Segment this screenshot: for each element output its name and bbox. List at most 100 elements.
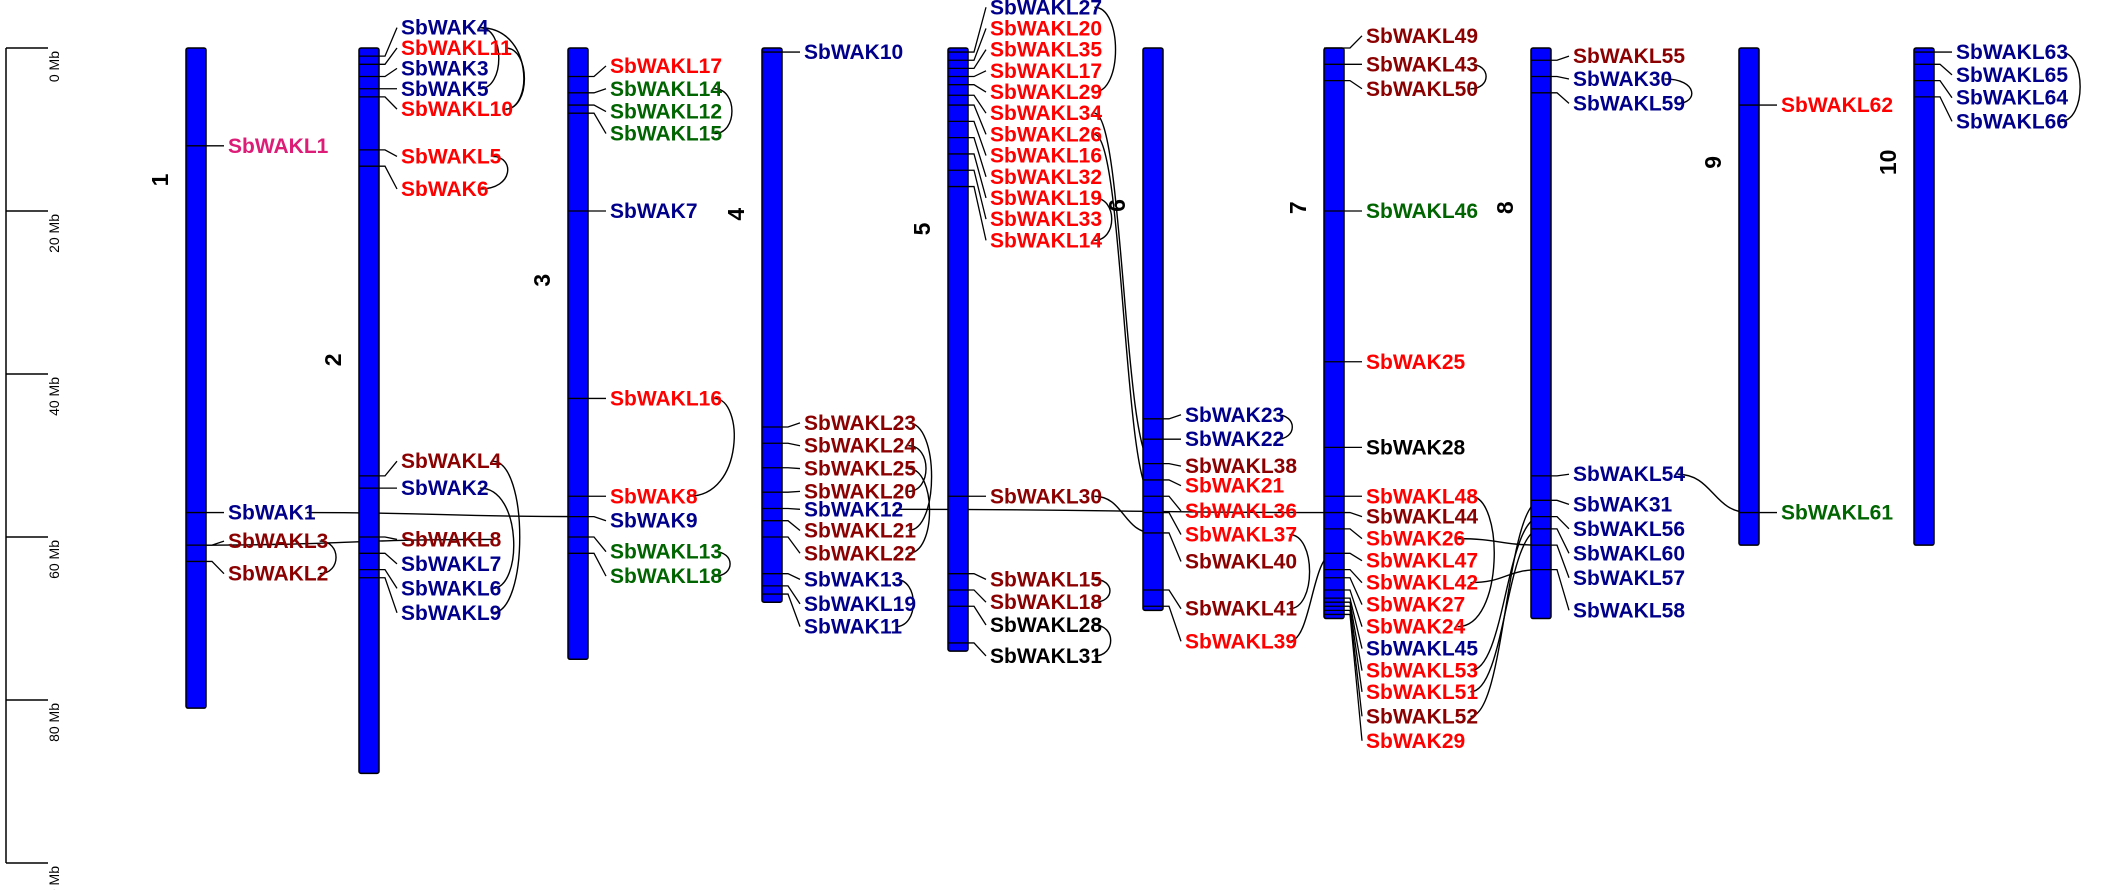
gene-marker [948,84,987,93]
gene-label-sbwakl38: SbWAKL38 [1185,455,1297,478]
gene-marker [948,589,987,603]
gene-marker [1324,35,1363,49]
gene-label-sbwakl6: SbWAKL6 [401,577,501,600]
gene-label-sbwak6: SbWAK6 [401,178,489,201]
axis-tick-label: 60 Mb [46,540,62,579]
gene-label-sbwak25: SbWAK25 [1366,351,1466,374]
chromosome-7 [1323,47,1345,620]
gene-label-sbwakl16: SbWAKL16 [990,145,1102,168]
gene-marker [359,552,398,565]
duplication-link [714,88,733,135]
duplication-link [895,508,1335,514]
axis-tick-label: 0 Mb [46,51,62,82]
gene-label-sbwak13: SbWAK13 [804,568,903,591]
gene-marker [1143,532,1182,562]
gene-label-sbwakl51: SbWAKL51 [1366,681,1478,704]
gene-label-sbwakl39: SbWAKL39 [1185,630,1297,653]
chromosome-label-8: 8 [1492,201,1518,214]
gene-marker [762,507,801,510]
gene-label-sbwakl33: SbWAKL33 [990,208,1102,231]
gene-marker [359,460,398,477]
gene-label-sbwakl8: SbWAKL8 [401,528,502,551]
gene-marker [1914,96,1953,122]
gene-marker [359,149,398,157]
gene-label-sbwak3: SbWAK3 [401,57,489,80]
duplication-link [895,578,915,628]
chromosome-6 [1142,47,1164,612]
gene-marker [1143,605,1182,642]
chromosome-8 [1530,47,1552,620]
gene-label-sbwak23: SbWAK23 [1185,404,1284,427]
chromosome-label-6: 6 [1104,199,1130,212]
gene-marker [568,536,607,553]
duplication-link [908,445,927,493]
gene-label-sbwakl41: SbWAKL41 [1185,598,1297,621]
gene-marker [1324,605,1363,692]
gene-label-sbwak22: SbWAK22 [1185,428,1284,451]
gene-marker [1324,609,1363,717]
chromosome-3 [567,47,589,660]
gene-marker [1324,511,1363,518]
gene-label-sbwak7: SbWAK7 [610,200,698,223]
gene-marker [1531,55,1570,61]
chromosome-label-9: 9 [1700,156,1726,169]
gene-marker [359,47,398,65]
gene-label-sbwakl25: SbWAKL25 [804,458,916,481]
gene-label-sbwakl36: SbWAKL36 [1185,500,1297,523]
gene-marker [1531,544,1570,578]
gene-label-sbwakl45: SbWAKL45 [1366,638,1478,661]
gene-label-sbwakl20: SbWAKL20 [990,17,1102,40]
gene-marker [948,94,987,114]
gene-label-sbwakl3: SbWAKL3 [228,530,328,553]
gene-label-sbwak2: SbWAK2 [401,477,489,500]
gene-label-sbwak4: SbWAK4 [401,17,489,40]
gene-marker [359,27,398,57]
gene-marker [948,642,987,657]
gene-label-sbwakl47: SbWAKL47 [1366,550,1478,573]
gene-label-sbwak31: SbWAK31 [1573,493,1673,516]
duplication-link [908,467,931,554]
gene-label-sbwakl13: SbWAKL13 [610,541,722,564]
chromosome-9 [1738,47,1760,546]
duplication-link [479,487,515,590]
gene-marker [1143,495,1182,512]
duplication-link [1470,499,1542,717]
gene-label-sbwakl40: SbWAKL40 [1185,550,1297,573]
gene-marker [762,467,801,470]
duplication-link [1457,537,1542,546]
gene-label-sbwakl48: SbWAKL48 [1366,485,1478,508]
gene-label-sbwakl11: SbWAKL11 [401,37,512,60]
gene-label-sbwakl17: SbWAKL17 [610,55,722,78]
gene-marker [1914,63,1953,76]
chromosome-label-3: 3 [529,274,555,287]
gene-label-sbwakl19: SbWAKL19 [804,593,916,616]
gene-label-sbwakl63: SbWAKL63 [1956,41,2068,64]
gene-label-sbwakl50: SbWAKL50 [1366,78,1478,101]
gene-marker [948,573,987,580]
gene-label-sbwakl49: SbWAKL49 [1366,25,1478,48]
gene-marker [948,169,987,220]
gene-label-sbwakl1: SbWAKL1 [228,135,329,158]
gene-label-sbwakl52: SbWAKL52 [1366,705,1478,728]
gene-marker [948,153,987,199]
gene-label-sbwakl12: SbWAKL12 [610,101,722,124]
gene-marker [762,520,801,531]
chromosome-10 [1913,47,1935,546]
axis-tick-label: 100 Mb [46,866,62,890]
gene-label-sbwakl65: SbWAKL65 [1956,64,2068,87]
gene-label-sbwak28: SbWAK28 [1366,436,1466,459]
gene-label-sbwak11: SbWAK11 [804,616,902,639]
chromosome-5 [947,47,969,652]
duplication-link [1664,78,1693,105]
chromosome-label-5: 5 [909,222,935,235]
gene-label-sbwakl15: SbWAKL15 [610,123,722,146]
gene-label-sbwakl61: SbWAKL61 [1781,502,1893,525]
gene-label-sbwakl21: SbWAKL21 [804,519,916,542]
gene-label-sbwakl64: SbWAKL64 [1956,87,2068,110]
gene-marker [948,28,987,61]
gene-marker [762,490,801,493]
gene-label-sbwak27: SbWAK27 [1366,594,1465,617]
chromosomes: 1 2 3 4 5 6 7 8 9 10 [147,7,1953,775]
gene-marker [1914,79,1953,99]
